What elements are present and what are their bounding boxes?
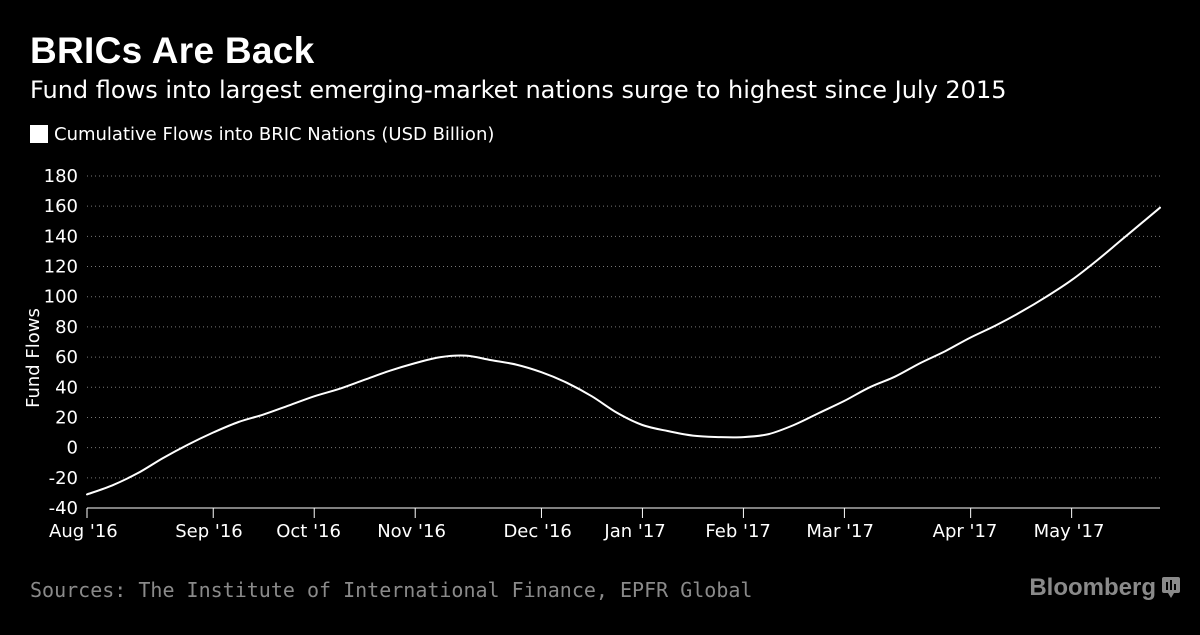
y-tick-label: 40: [55, 377, 78, 398]
y-tick-label: -20: [49, 468, 78, 489]
source-note: Sources: The Institute of International …: [30, 578, 753, 602]
x-tick-label: Sep '16: [175, 521, 243, 542]
y-tick-label: -40: [49, 498, 78, 519]
legend-label: Cumulative Flows into BRIC Nations (USD …: [54, 123, 495, 145]
y-tick-label: 20: [55, 407, 78, 428]
x-tick-label: Jan '17: [603, 521, 665, 542]
y-tick-label: 60: [55, 347, 78, 368]
x-tick-label: Feb '17: [705, 521, 770, 542]
bloomberg-terminal-icon: [1162, 577, 1180, 598]
y-axis-ticks: 180 160 140 120 100 80 60 40 20 0 -20 -40: [44, 166, 78, 519]
series-line: [86, 206, 1161, 496]
y-tick-label: 160: [44, 196, 78, 217]
brand-name: Bloomberg: [1029, 574, 1156, 601]
grid-lines: [87, 175, 1160, 479]
x-tick-label: Dec '16: [503, 521, 571, 542]
x-tick-label: May '17: [1034, 521, 1105, 542]
x-tick-label: Nov '16: [377, 521, 446, 542]
y-tick-label: 120: [44, 257, 78, 278]
y-tick-label: 140: [44, 226, 78, 247]
x-tick-label: Mar '17: [806, 521, 874, 542]
legend: Cumulative Flows into BRIC Nations (USD …: [30, 122, 494, 146]
y-tick-label: 100: [44, 287, 78, 308]
y-tick-label: 80: [55, 317, 78, 338]
series-layer: [86, 206, 1161, 496]
y-axis-label: Fund Flows: [23, 308, 44, 408]
x-tick-label: Aug '16: [49, 521, 118, 542]
chart-title: BRICs Are Back: [30, 30, 315, 71]
x-axis-ticks: Aug '16 Sep '16 Oct '16 Nov '16 Dec '16 Jan '…: [49, 508, 1104, 542]
x-tick-label: Oct '16: [276, 521, 341, 542]
y-tick-label: 0: [67, 438, 78, 459]
y-tick-label: 180: [44, 166, 78, 187]
brand-logo: Bloomberg: [1029, 574, 1180, 602]
x-tick-label: Apr '17: [933, 521, 998, 542]
legend-swatch: [30, 125, 48, 143]
chart-subtitle: Fund flows into largest emerging-market …: [30, 76, 1007, 104]
